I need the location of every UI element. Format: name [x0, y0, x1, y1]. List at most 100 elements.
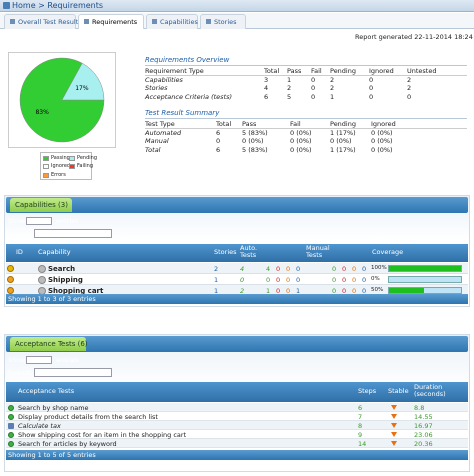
tab-label[interactable]: Stories — [214, 18, 237, 26]
tab-icon — [10, 19, 15, 24]
coverage-track — [388, 265, 462, 272]
tab[interactable]: Overall Test Results — [4, 14, 82, 29]
table-row — [6, 430, 468, 439]
section-title[interactable]: Capabilities (3) — [15, 201, 68, 209]
coverage-fill — [389, 288, 424, 293]
table-header: Untested — [407, 67, 437, 75]
table-cell: 0 (0%) — [371, 137, 393, 145]
count-cell: 0 — [240, 276, 245, 284]
search-input[interactable] — [34, 368, 112, 377]
section-bar — [6, 197, 468, 213]
tab[interactable]: Requirements — [78, 14, 144, 29]
footer-label: Showing 1 to 5 of 5 entries — [8, 451, 96, 459]
count-cell: 0 — [362, 276, 367, 284]
coverage-track — [388, 287, 462, 294]
count-cell: 4 — [266, 265, 271, 273]
status-icon — [7, 276, 14, 283]
home-icon — [3, 2, 10, 9]
count-cell: 0 — [276, 276, 281, 284]
pie-legend: Passing Pending Ignored Failing Errors — [40, 152, 97, 180]
stable-icon — [391, 405, 397, 410]
capability-name[interactable]: Shipping — [48, 275, 83, 284]
table-rule — [145, 65, 467, 66]
tab[interactable]: Capabilities — [146, 14, 198, 29]
table-cell: Capabilities — [145, 75, 183, 84]
table-footer — [6, 294, 468, 304]
entries-label: entries — [56, 217, 79, 225]
count-cell: 0 — [352, 287, 357, 295]
test-name[interactable]: Show shipping cost for an item in the sh… — [18, 431, 187, 439]
column-header: Duration (seconds) — [414, 383, 446, 398]
legend-swatch — [69, 164, 75, 169]
table-cell: 0 — [311, 92, 316, 101]
table-header: Total — [264, 67, 280, 75]
table-cell: 0 (0%) — [290, 137, 312, 145]
table-row — [6, 439, 468, 448]
section-tab[interactable]: Acceptance Tests (6) — [10, 337, 88, 351]
table-cell: 1 — [330, 92, 335, 101]
test-name[interactable]: Display product details from the search … — [18, 413, 158, 421]
count-cell: 1 — [296, 287, 301, 295]
search-input[interactable] — [34, 229, 112, 238]
table-cell: 0 (0%) — [290, 145, 312, 154]
count-cell: 0 — [332, 287, 337, 295]
table-cell: 3 — [264, 75, 269, 84]
status-icon — [8, 413, 14, 420]
show-select[interactable] — [26, 356, 52, 364]
table-cell: 2 — [407, 75, 412, 84]
table-rule — [145, 118, 467, 119]
tab-label[interactable]: Capabilities — [160, 18, 198, 26]
count-cell: 0 — [342, 276, 347, 284]
table-head — [6, 244, 468, 262]
expand-icon[interactable] — [38, 275, 46, 284]
entries-label: entries — [56, 356, 79, 364]
section-title[interactable]: Acceptance Tests (6) — [15, 340, 88, 348]
breadcrumb: Home > Requirements — [12, 1, 104, 10]
steps-cell: 9 — [358, 431, 363, 439]
count-cell: 0 — [266, 276, 271, 284]
table-cell: Acceptance Criteria (tests) — [145, 92, 233, 101]
show-select[interactable] — [26, 217, 52, 225]
table-footer — [6, 450, 468, 460]
coverage-label: 0% — [371, 275, 380, 282]
table-cell: 6 — [264, 92, 269, 101]
capability-name[interactable]: Search — [48, 264, 76, 273]
count-cell: 0 — [352, 276, 357, 284]
count-cell: 0 — [362, 265, 367, 273]
table-cell: 2 — [330, 75, 335, 84]
section-tab[interactable]: Capabilities (3) — [10, 198, 72, 212]
count-cell: 0 — [276, 287, 281, 295]
tab[interactable]: Stories — [200, 14, 246, 29]
tab-label[interactable]: Requirements — [92, 18, 138, 26]
test-name[interactable]: Search for articles by keyword — [18, 440, 117, 448]
column-header: Stable — [388, 387, 409, 395]
table-head — [6, 382, 468, 402]
count-cell: 1 — [214, 276, 219, 284]
count-cell: 4 — [240, 265, 245, 273]
status-icon — [8, 431, 14, 438]
count-cell: 0 — [332, 276, 337, 284]
steps-cell: 8 — [358, 422, 363, 430]
test-name[interactable]: Search by shop name — [18, 404, 89, 412]
capability-name[interactable]: Shopping cart — [48, 286, 104, 295]
duration-cell: 8.8 — [414, 404, 425, 412]
tab-icon — [84, 19, 89, 24]
legend-swatch — [43, 155, 49, 161]
table-cell: 0 — [369, 84, 374, 92]
table-cell: Total — [145, 145, 161, 154]
table-rule — [145, 128, 467, 129]
column-header: Coverage — [372, 248, 404, 256]
count-cell: 2 — [214, 265, 219, 273]
table-cell: 2 — [330, 84, 335, 92]
table-cell: 0 — [369, 75, 374, 84]
expand-icon[interactable] — [38, 264, 46, 273]
count-cell: 0 — [352, 265, 357, 273]
table-header: Total — [216, 120, 232, 128]
table-cell: Manual — [145, 137, 169, 145]
table-cell: 0 — [311, 75, 316, 84]
test-name[interactable]: Calculate tax — [18, 422, 61, 430]
table-header: Pass — [287, 67, 302, 75]
count-cell: 0 — [296, 265, 301, 273]
tab-label[interactable]: Overall Test Results — [18, 18, 82, 26]
